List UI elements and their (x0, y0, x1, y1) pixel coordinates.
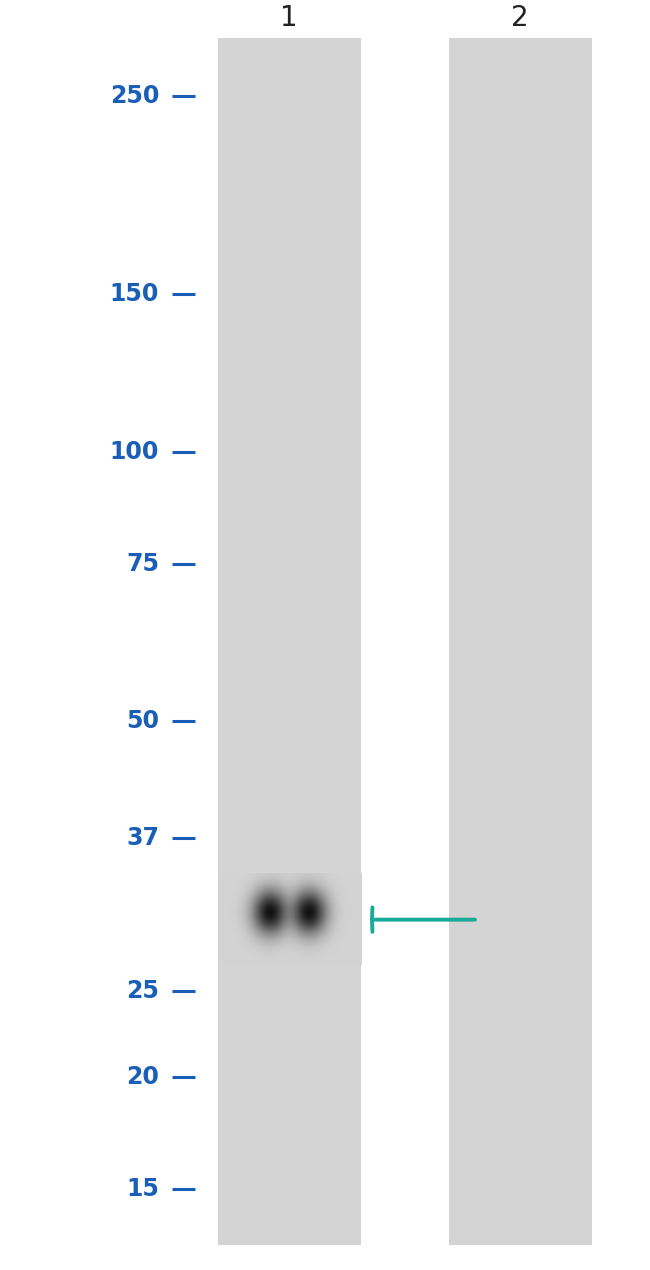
Text: 50: 50 (126, 709, 159, 733)
Bar (218, 38, 361, 1245)
Text: 25: 25 (126, 978, 159, 1002)
Text: 150: 150 (110, 282, 159, 306)
Text: 250: 250 (110, 84, 159, 108)
Text: 100: 100 (110, 439, 159, 464)
Text: 37: 37 (126, 827, 159, 850)
Text: 2: 2 (511, 4, 529, 32)
Text: 20: 20 (126, 1066, 159, 1090)
Text: 15: 15 (126, 1177, 159, 1201)
Text: 1: 1 (280, 4, 298, 32)
Bar (448, 38, 592, 1245)
Text: 75: 75 (126, 551, 159, 575)
